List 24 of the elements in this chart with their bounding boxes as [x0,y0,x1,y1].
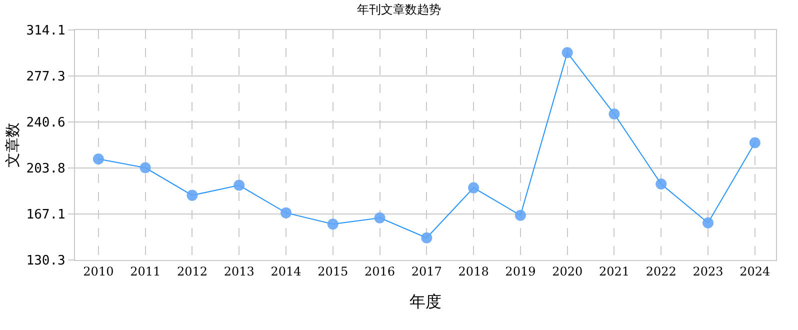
chart-title: 年刊文章数趋势 [357,2,441,16]
x-tick-label: 2022 [646,264,676,278]
x-tick-label: 2012 [176,264,208,278]
x-tick-label: 2013 [224,264,254,278]
y-tick-label: 240.6 [26,116,66,131]
x-tick-label: 2017 [411,264,442,278]
x-tick-label: 2018 [458,264,489,278]
x-tick-label: 2011 [130,264,161,278]
x-axis-title: 年度 [410,292,442,312]
x-tick-label: 2019 [505,264,536,278]
x-tick-label: 2014 [270,264,302,278]
y-tick-label: 277.3 [26,70,66,85]
y-axis-title: 文章数 [4,122,22,168]
x-tick-label: 2010 [83,264,114,278]
x-tick-label: 2021 [598,264,630,278]
x-tick-label: 2024 [740,264,771,278]
x-tick-label: 2020 [552,264,583,278]
x-tick-label: 2015 [318,264,348,278]
y-tick-label: 314.1 [26,24,66,39]
y-tick-label: 167.1 [26,208,66,222]
x-tick-label: 2023 [692,264,724,278]
y-tick-label: 203.8 [26,162,66,177]
y-tick-label: 130.3 [26,254,66,269]
x-tick-label: 2016 [364,264,396,278]
